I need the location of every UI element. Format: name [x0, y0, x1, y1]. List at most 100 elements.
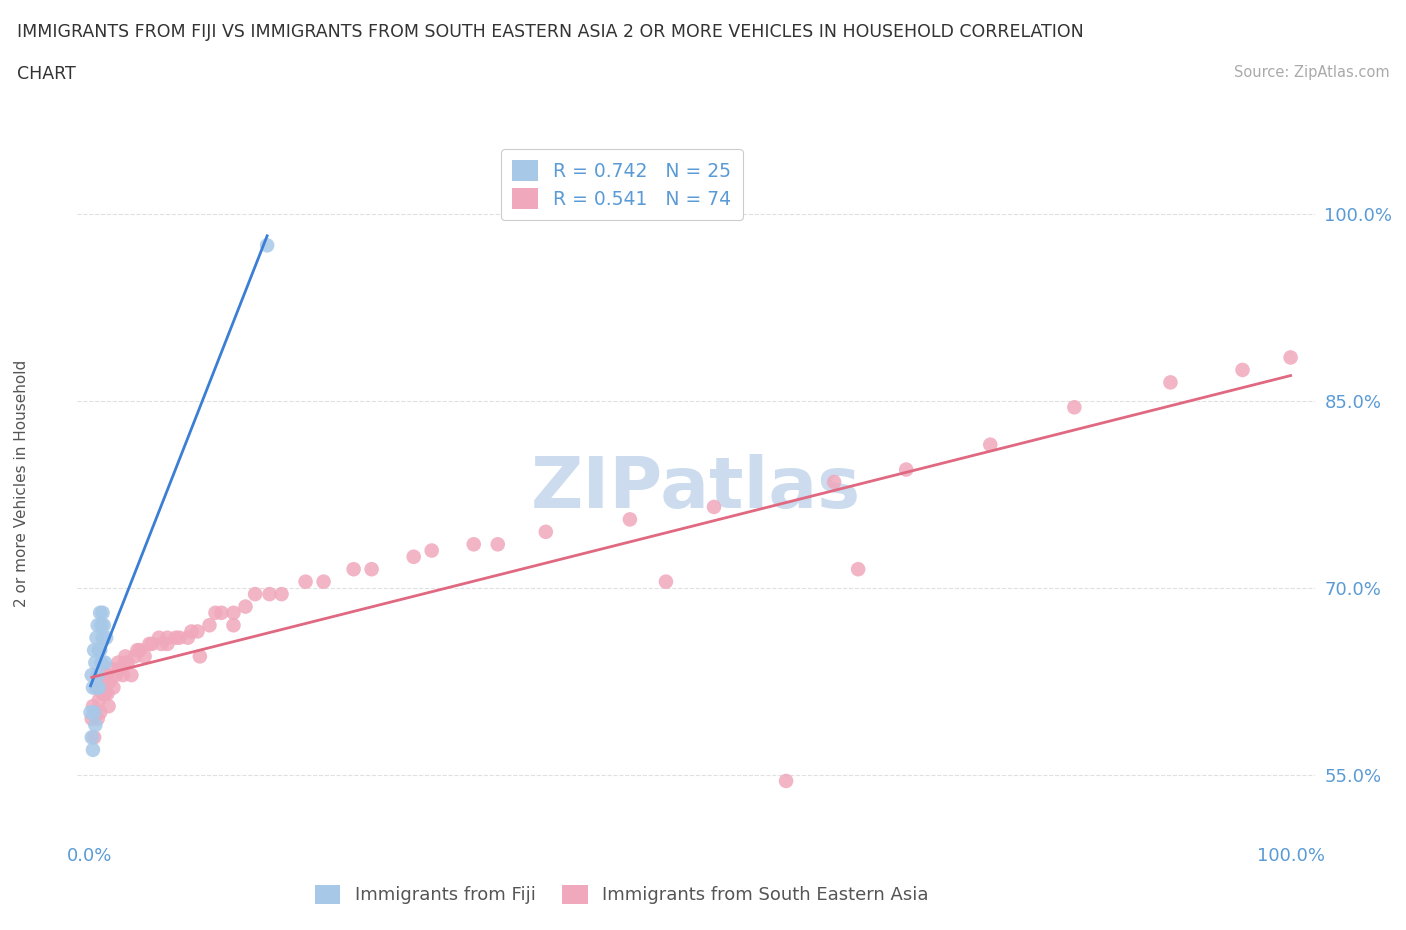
- Point: [198, 618, 221, 632]
- Point: [103, 680, 125, 695]
- Point: [91, 686, 114, 701]
- Point: [420, 543, 443, 558]
- Point: [222, 618, 245, 632]
- Point: [89, 643, 111, 658]
- Point: [98, 674, 121, 689]
- Point: [256, 238, 278, 253]
- Point: [89, 705, 111, 720]
- Point: [94, 686, 117, 701]
- Point: [86, 631, 108, 645]
- Point: [127, 643, 149, 658]
- Point: [138, 636, 160, 651]
- Point: [156, 631, 179, 645]
- Point: [104, 668, 127, 683]
- Point: [619, 512, 641, 526]
- Point: [204, 605, 226, 620]
- Point: [86, 680, 108, 695]
- Point: [117, 656, 139, 671]
- Point: [655, 574, 678, 589]
- Point: [896, 462, 918, 477]
- Point: [87, 643, 110, 658]
- Point: [84, 705, 107, 720]
- Point: [235, 599, 257, 614]
- Text: CHART: CHART: [17, 65, 76, 83]
- Point: [775, 774, 797, 789]
- Point: [169, 631, 191, 645]
- Point: [114, 649, 136, 664]
- Point: [979, 437, 1001, 452]
- Point: [343, 562, 366, 577]
- Point: [89, 605, 111, 620]
- Point: [93, 618, 115, 632]
- Point: [222, 605, 245, 620]
- Point: [534, 525, 557, 539]
- Point: [94, 656, 117, 671]
- Point: [83, 705, 105, 720]
- Point: [463, 537, 485, 551]
- Point: [148, 631, 170, 645]
- Point: [83, 730, 105, 745]
- Point: [79, 705, 101, 720]
- Point: [243, 587, 266, 602]
- Point: [1063, 400, 1085, 415]
- Point: [87, 711, 110, 726]
- Point: [108, 661, 131, 676]
- Point: [111, 668, 134, 683]
- Point: [294, 574, 316, 589]
- Point: [124, 649, 146, 664]
- Point: [360, 562, 382, 577]
- Point: [84, 717, 107, 732]
- Point: [114, 656, 136, 671]
- Text: Source: ZipAtlas.com: Source: ZipAtlas.com: [1233, 65, 1389, 80]
- Point: [211, 605, 233, 620]
- Point: [80, 730, 103, 745]
- Point: [87, 693, 110, 708]
- Point: [90, 618, 112, 632]
- Point: [486, 537, 509, 551]
- Point: [96, 631, 118, 645]
- Point: [100, 661, 122, 676]
- Point: [259, 587, 281, 602]
- Point: [86, 680, 108, 695]
- Point: [177, 631, 200, 645]
- Point: [141, 636, 163, 651]
- Point: [107, 656, 129, 671]
- Point: [110, 661, 132, 676]
- Text: IMMIGRANTS FROM FIJI VS IMMIGRANTS FROM SOUTH EASTERN ASIA 2 OR MORE VEHICLES IN: IMMIGRANTS FROM FIJI VS IMMIGRANTS FROM …: [17, 23, 1084, 41]
- Point: [128, 643, 150, 658]
- Point: [1159, 375, 1181, 390]
- Point: [97, 698, 120, 713]
- Point: [156, 636, 179, 651]
- Point: [80, 711, 103, 726]
- Point: [846, 562, 869, 577]
- Point: [96, 668, 118, 683]
- Point: [90, 656, 112, 671]
- Point: [96, 686, 118, 701]
- Point: [90, 680, 112, 695]
- Point: [93, 674, 115, 689]
- Point: [270, 587, 292, 602]
- Point: [134, 649, 156, 664]
- Point: [91, 605, 114, 620]
- Point: [703, 499, 725, 514]
- Point: [120, 668, 142, 683]
- Point: [312, 574, 335, 589]
- Point: [96, 855, 118, 870]
- Point: [188, 649, 211, 664]
- Point: [87, 680, 110, 695]
- Point: [150, 636, 173, 651]
- Point: [82, 742, 104, 757]
- Point: [82, 698, 104, 713]
- Point: [87, 618, 110, 632]
- Point: [84, 656, 107, 671]
- Point: [402, 550, 425, 565]
- Point: [80, 668, 103, 683]
- Point: [87, 668, 110, 683]
- Point: [180, 624, 202, 639]
- Text: ZIPatlas: ZIPatlas: [531, 454, 860, 523]
- Point: [91, 631, 114, 645]
- Point: [1232, 363, 1254, 378]
- Point: [823, 474, 845, 489]
- Text: 2 or more Vehicles in Household: 2 or more Vehicles in Household: [14, 360, 28, 607]
- Point: [82, 680, 104, 695]
